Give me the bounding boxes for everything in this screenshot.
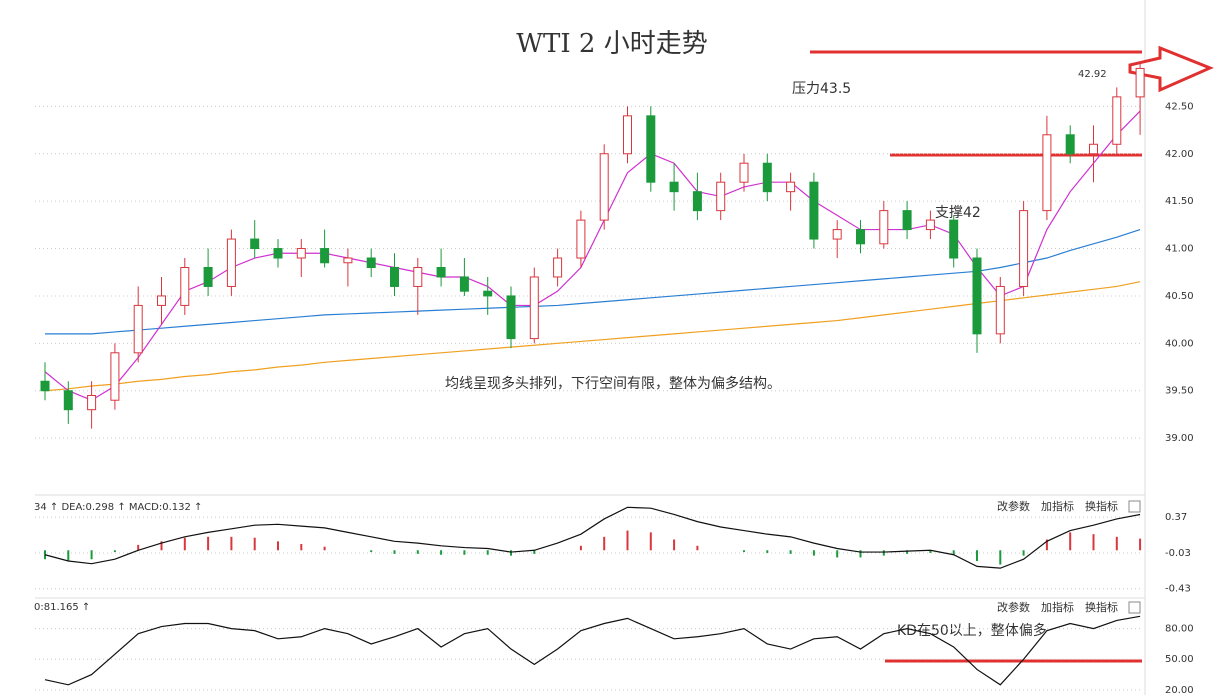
kd-header: 0:81.165 ↑	[34, 602, 90, 613]
toolbar: 改参数 加指标 换指标 改参数 加指标 换指标	[997, 499, 1141, 614]
y-tick-label: 41.50	[1165, 196, 1194, 207]
close-button[interactable]	[1128, 601, 1141, 614]
candle-body	[110, 352, 120, 401]
candle-body	[646, 115, 656, 183]
annotation: KD在50以上，整体偏多	[897, 622, 1047, 639]
macd-header: 34 ↑ DEA:0.298 ↑ MACD:0.132 ↑	[34, 502, 202, 513]
candle-body	[902, 210, 912, 231]
annotation: 均线呈现多头排列，下行空间有限，整体为偏多结构。	[445, 375, 781, 392]
y-tick-label: 39.00	[1165, 433, 1194, 444]
candle-body	[809, 181, 819, 240]
candle-body	[63, 390, 73, 411]
candle-body	[390, 267, 399, 287]
arrow	[1128, 45, 1214, 93]
close-button[interactable]	[1128, 500, 1141, 513]
candle-body	[599, 153, 609, 221]
candle-body	[483, 290, 493, 297]
candle-body	[1019, 210, 1029, 287]
y-tick-label: 40.00	[1165, 338, 1194, 349]
candle-body	[739, 162, 749, 183]
toolbar-button[interactable]: 改参数	[997, 499, 1030, 513]
candle-body	[250, 238, 260, 250]
ma-line	[44, 281, 1141, 392]
kd-line	[44, 615, 1141, 686]
candle-body	[925, 219, 935, 231]
candle-body	[459, 276, 469, 292]
y-tick-label: 42.50	[1165, 101, 1194, 112]
y-tick-label: 0.37	[1165, 512, 1187, 523]
candle-body	[203, 267, 213, 287]
candle-body	[786, 181, 796, 193]
candle-body	[576, 219, 586, 259]
candle-body	[87, 394, 97, 411]
y-tick-label: 80.00	[1165, 624, 1194, 635]
candle-body	[133, 304, 143, 354]
candle-body	[506, 295, 516, 340]
candle-body	[1135, 67, 1145, 98]
toolbar-button[interactable]: 换指标	[1085, 600, 1118, 614]
y-tick-label: 41.00	[1165, 244, 1194, 255]
candle-body	[949, 219, 959, 259]
candle-body	[692, 191, 702, 212]
toolbar-button[interactable]: 改参数	[997, 600, 1030, 614]
annotation: 支撑42	[935, 205, 981, 221]
candle-body	[1112, 96, 1122, 145]
y-tick-label: -0.43	[1165, 584, 1191, 595]
toolbar-button[interactable]: 加指标	[1041, 600, 1074, 614]
candle-body	[856, 229, 865, 245]
y-tick-label: 42.00	[1165, 149, 1194, 160]
last-price: 42.92	[1078, 69, 1107, 80]
candle-body	[832, 229, 842, 240]
candle-body	[995, 285, 1005, 335]
candle-body	[436, 267, 446, 278]
candle-body	[553, 257, 563, 278]
candle-body	[157, 295, 166, 306]
candle-body	[1089, 143, 1098, 155]
candle-body	[366, 257, 376, 269]
y-tick-label: 39.50	[1165, 386, 1194, 397]
y-tick-label: -0.03	[1165, 548, 1191, 559]
candle-body	[623, 115, 632, 155]
annotation: 压力43.5	[792, 81, 851, 97]
toolbar-button[interactable]: 加指标	[1041, 499, 1074, 513]
candle-body	[226, 238, 236, 287]
chart-title: WTI 2 小时走势	[516, 29, 707, 59]
candle-body	[716, 181, 726, 212]
y-tick-label: 40.50	[1165, 291, 1194, 302]
candle-body	[879, 210, 889, 245]
candle-body	[296, 248, 306, 259]
macd-line	[44, 506, 1141, 569]
candle-body	[320, 248, 330, 264]
candle-body	[273, 248, 283, 259]
candle-body	[413, 267, 423, 287]
candle-body	[180, 267, 190, 306]
candle-body	[343, 257, 353, 264]
candle-body	[40, 380, 50, 392]
candle-body	[972, 257, 982, 335]
candle-body	[529, 276, 539, 340]
toolbar-button[interactable]: 换指标	[1085, 499, 1118, 513]
candle-body	[762, 162, 772, 193]
candle-body	[1065, 134, 1075, 155]
candle-body	[1042, 134, 1052, 212]
ma-line	[45, 229, 1141, 335]
y-tick-label: 50.00	[1165, 654, 1194, 665]
y-tick-label: 20.00	[1165, 685, 1194, 695]
candle-body	[669, 181, 679, 193]
